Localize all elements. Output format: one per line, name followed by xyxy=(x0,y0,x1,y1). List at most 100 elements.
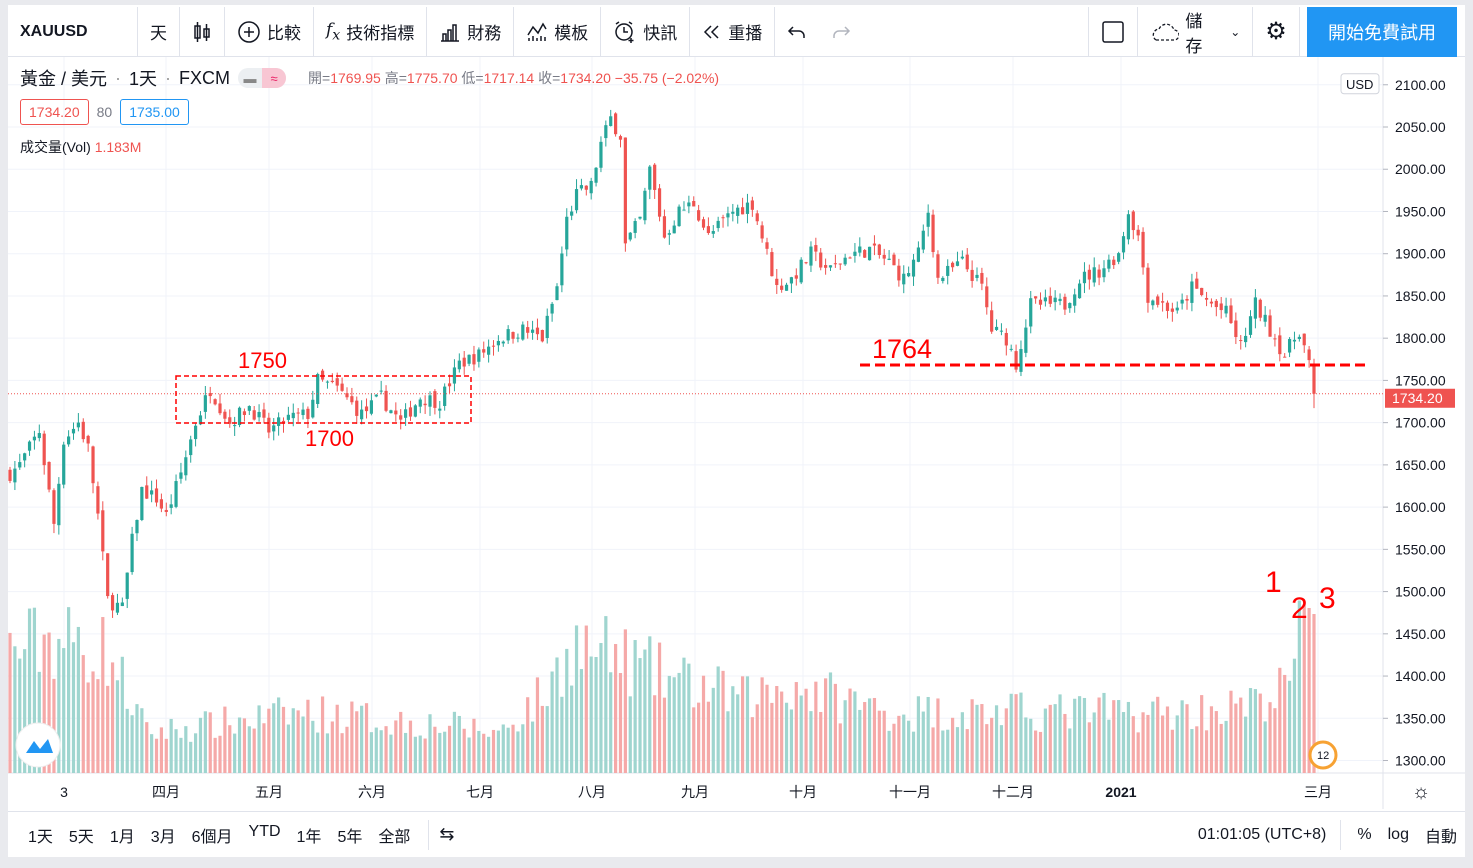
volume-bar xyxy=(1204,730,1209,773)
compare-button[interactable]: 比較 xyxy=(225,6,314,57)
volume-bar xyxy=(687,663,691,773)
candle-body xyxy=(1053,297,1057,303)
redo-button[interactable] xyxy=(819,6,1090,57)
price-chart[interactable]: 2100.00 2050.00 2000.00 1950.00 1900.00 1850.… xyxy=(8,57,1465,809)
sell-price-button[interactable]: 1734.20 xyxy=(20,99,89,125)
range-box-annotation[interactable] xyxy=(175,375,472,424)
candle-body xyxy=(57,483,61,526)
candle-body xyxy=(550,303,554,314)
volume-bar xyxy=(67,607,71,773)
volume-bar xyxy=(120,656,124,773)
price-axis[interactable] xyxy=(1383,57,1465,809)
candle-body xyxy=(760,225,764,239)
start-free-trial-button[interactable]: 開始免費試用 xyxy=(1307,7,1457,57)
templates-button[interactable]: 模板 xyxy=(514,6,602,57)
annotation-1764[interactable]: 1764 xyxy=(872,334,932,364)
candle-body xyxy=(750,200,754,210)
buy-price-button[interactable]: 1735.00 xyxy=(120,99,189,125)
economic-event-flag-icon[interactable] xyxy=(1308,740,1338,770)
volume-bar xyxy=(653,695,657,773)
candle-body xyxy=(316,374,320,404)
volume-bar xyxy=(750,717,754,773)
annotation-number-2[interactable]: 2 xyxy=(1291,592,1308,625)
candle-body xyxy=(1287,339,1292,353)
volume-bar xyxy=(467,737,471,773)
range-button[interactable]: 1月 xyxy=(109,828,135,846)
goto-date-icon[interactable]: ⇆ xyxy=(439,824,455,844)
range-button[interactable]: 5年 xyxy=(337,828,363,846)
annotation-1700[interactable]: 1700 xyxy=(305,426,354,451)
symbol-search-button[interactable]: XAUUSD xyxy=(8,6,138,57)
range-button[interactable]: YTD xyxy=(248,822,281,840)
tradingview-logo[interactable] xyxy=(15,722,61,768)
volume-bar xyxy=(228,725,232,773)
layout-button[interactable] xyxy=(1089,6,1139,57)
financials-label: 財務 xyxy=(467,24,502,43)
candle-body xyxy=(662,216,667,238)
undo-button[interactable] xyxy=(775,7,819,57)
market-status-pill[interactable]: ▬ ≈ xyxy=(238,68,287,88)
candle-body xyxy=(941,277,945,282)
annotation-1750[interactable]: 1750 xyxy=(238,348,287,373)
percent-toggle[interactable]: % xyxy=(1357,825,1372,843)
range-button[interactable]: 5天 xyxy=(68,828,94,846)
chart-pane[interactable]: 2100.00 2050.00 2000.00 1950.00 1900.00 1850.… xyxy=(8,57,1465,809)
volume-bar xyxy=(936,698,940,773)
volume-bar xyxy=(604,616,608,773)
log-toggle[interactable]: log xyxy=(1387,825,1409,843)
currency-label[interactable]: USD xyxy=(1346,77,1373,92)
candle-body xyxy=(565,216,569,250)
candle-body xyxy=(545,315,549,338)
currency-badge[interactable] xyxy=(1340,73,1380,95)
candle-body xyxy=(23,453,27,461)
candle-body xyxy=(623,137,627,244)
candle-body xyxy=(1068,303,1072,309)
candle-body xyxy=(1263,314,1267,322)
candle-body xyxy=(1244,335,1248,343)
candle-body xyxy=(604,125,608,139)
chart-type-button[interactable] xyxy=(180,6,225,57)
clock[interactable]: 01:01:05 (UTC+8) xyxy=(1197,825,1327,843)
range-button[interactable]: 6個月 xyxy=(191,828,233,846)
volume-bar xyxy=(1102,692,1106,773)
range-button[interactable]: 1天 xyxy=(28,828,53,846)
range-button[interactable]: 1年 xyxy=(296,828,322,846)
volume-bar xyxy=(1014,694,1018,773)
range-button[interactable]: 3月 xyxy=(150,828,176,846)
candle-body xyxy=(408,407,413,417)
candle-body xyxy=(364,406,369,412)
volume-bar xyxy=(1141,712,1145,773)
volume-bar xyxy=(1287,680,1292,773)
candle-body xyxy=(579,185,584,189)
range-button[interactable]: 全部 xyxy=(378,828,411,846)
volume-value: 1.183M xyxy=(94,139,142,155)
interval-button[interactable]: 天 xyxy=(138,6,180,57)
volume-bar xyxy=(1180,700,1184,773)
replay-button[interactable]: 重播 xyxy=(690,6,776,57)
candle-body xyxy=(526,327,530,333)
candle-body xyxy=(1312,363,1316,394)
indicators-button[interactable]: fx 技術指標 xyxy=(314,6,428,57)
volume-bar xyxy=(37,671,41,773)
auto-toggle[interactable]: 自動 xyxy=(1424,828,1457,846)
financials-button[interactable]: 財務 xyxy=(427,6,515,57)
annotation-number-1[interactable]: 1 xyxy=(1265,566,1282,599)
price-tick-label: 2000.00 xyxy=(1395,161,1446,177)
volume-bar xyxy=(1263,721,1267,773)
axis-settings-icon[interactable]: ☼ xyxy=(1412,781,1430,803)
save-button[interactable]: 儲存 ⌄ xyxy=(1138,6,1254,57)
volume-bar xyxy=(1131,716,1135,773)
candle-body xyxy=(867,246,872,261)
annotation-number-3[interactable]: 3 xyxy=(1319,582,1336,615)
volume-bar xyxy=(1058,694,1062,773)
volume-bar xyxy=(1200,695,1204,773)
volume-bar xyxy=(960,712,964,773)
volume-bar xyxy=(286,724,290,773)
alerts-button[interactable]: 快訊 xyxy=(601,6,691,57)
settings-button[interactable]: ⚙ xyxy=(1253,6,1300,57)
candle-body xyxy=(110,595,115,611)
volume-bar xyxy=(677,672,681,773)
volume-bar xyxy=(931,727,935,773)
volume-bar xyxy=(8,632,12,773)
candle-body xyxy=(814,245,818,252)
